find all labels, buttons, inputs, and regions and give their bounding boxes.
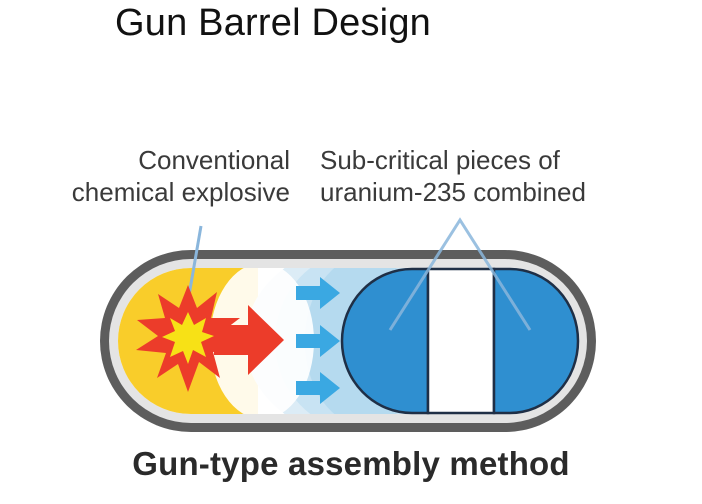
explosive-label-line1: Conventional: [138, 145, 290, 175]
uranium-label-line2: uranium-235 combined: [320, 177, 586, 207]
shockwave-arrow-bottom: [296, 372, 340, 404]
uranium-gap: [426, 267, 496, 415]
page-title: Gun Barrel Design: [115, 2, 431, 44]
uranium-label-line1: Sub-critical pieces of: [320, 145, 560, 175]
explosion-core: [162, 312, 214, 364]
uranium-label: Sub-critical pieces of uranium-235 combi…: [320, 144, 586, 208]
shockwave-arrow-middle: [296, 325, 340, 357]
shockwave-arrows: [296, 277, 340, 404]
blast-arrow: [214, 305, 284, 375]
uranium-pointer: [388, 217, 532, 331]
explosive-label: Conventional chemical explosive: [32, 144, 290, 208]
shockwave-arrow-top: [296, 277, 340, 309]
diagram-caption: Gun-type assembly method: [132, 445, 570, 482]
explosive-label-line2: chemical explosive: [71, 177, 290, 207]
